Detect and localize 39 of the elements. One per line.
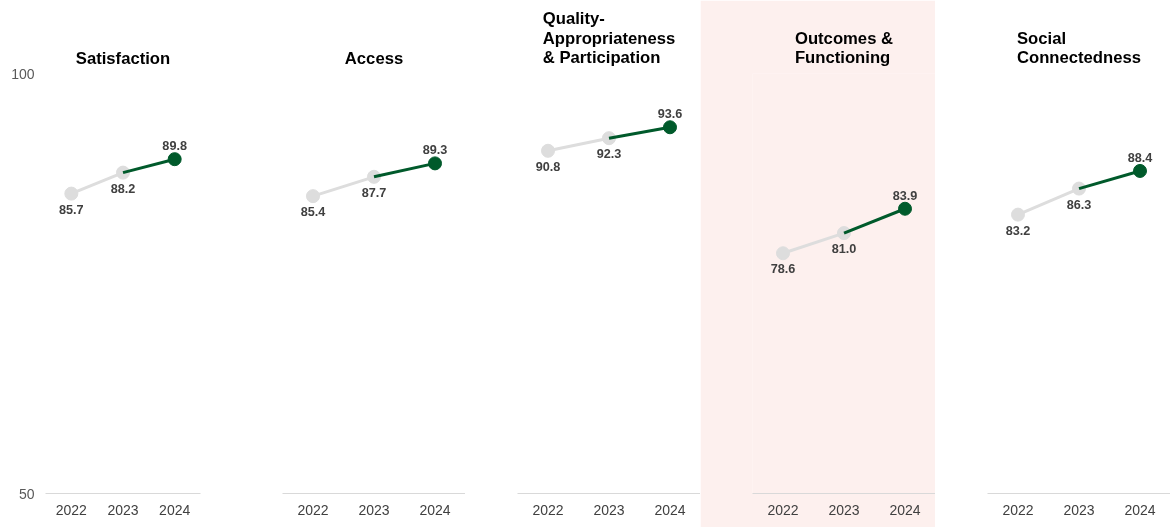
x-tick-label: 2024 xyxy=(889,501,921,518)
chart-title: Access xyxy=(344,48,404,68)
x-tick-label: 2023 xyxy=(358,501,390,518)
x-tick-label: 2024 xyxy=(1124,501,1156,518)
data-label: 89.3 xyxy=(422,143,448,158)
x-tick-label: 2023 xyxy=(828,501,860,518)
chart-title: Quality- Appropriateness & Participation xyxy=(542,8,676,68)
x-tick-label: 2023 xyxy=(1063,501,1095,518)
x-tick-label: 2024 xyxy=(419,501,451,518)
data-label: 88.2 xyxy=(110,181,136,196)
data-label: 78.6 xyxy=(770,262,796,277)
x-tick-label: 2022 xyxy=(767,501,799,518)
x-tick-label: 2023 xyxy=(107,501,139,518)
data-label: 87.7 xyxy=(361,185,387,200)
data-label: 83.9 xyxy=(892,188,918,203)
x-tick-label: 2022 xyxy=(297,501,329,518)
chart-title: Satisfaction xyxy=(75,48,171,68)
data-label: 86.3 xyxy=(1066,197,1092,212)
data-label: 83.2 xyxy=(1005,223,1031,238)
chart-title: Outcomes & Functioning xyxy=(794,28,894,68)
data-label: 81.0 xyxy=(831,242,857,257)
x-tick-label: 2022 xyxy=(1002,501,1034,518)
x-tick-label: 2022 xyxy=(55,501,88,518)
y-tick-label: 100 xyxy=(11,65,35,82)
data-label: 89.8 xyxy=(162,139,187,154)
point xyxy=(64,186,79,201)
data-label: 88.4 xyxy=(1127,150,1153,165)
data-label: 85.4 xyxy=(300,205,326,220)
x-tick-label: 2022 xyxy=(532,501,564,518)
x-tick-label: 2024 xyxy=(159,501,191,518)
data-label: 85.7 xyxy=(59,202,84,217)
data-label: 92.3 xyxy=(596,147,622,162)
y-tick-label: 50 xyxy=(18,485,35,502)
x-tick-label: 2024 xyxy=(654,501,686,518)
point xyxy=(167,152,182,167)
data-label: 93.6 xyxy=(657,107,683,122)
x-tick-label: 2023 xyxy=(593,501,625,518)
chart-title: Social Connectedness xyxy=(1016,28,1142,68)
data-label: 90.8 xyxy=(535,159,561,174)
